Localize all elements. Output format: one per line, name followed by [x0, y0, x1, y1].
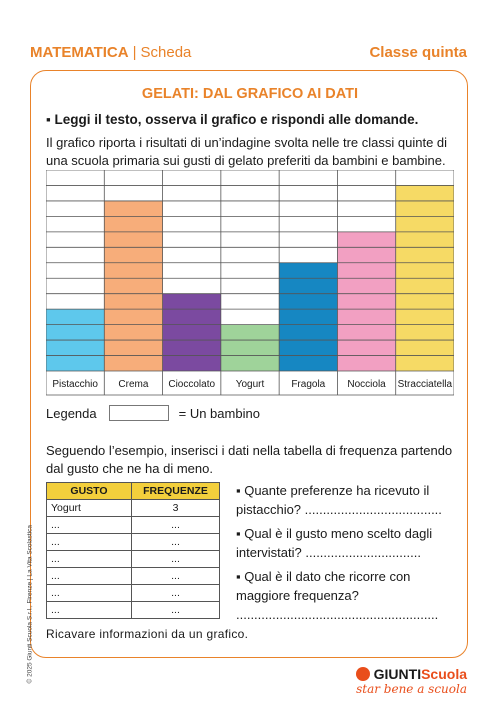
intro-paragraph: Il grafico riporta i risultati di un’ind… — [46, 135, 448, 168]
question-mode[interactable]: ▪ Qual è il dato che ricorre con maggior… — [236, 569, 439, 622]
worksheet-card — [30, 70, 468, 658]
category-label: Fragola — [291, 379, 325, 390]
copyright-text: © 2025 Giunti Scuola S.r.l., Firenze | L… — [26, 525, 34, 684]
table-row: ...... — [46, 533, 220, 551]
bar-nocciola — [337, 231, 396, 371]
task-paragraph: Seguendo l’esempio, inserisci i dati nel… — [46, 443, 453, 476]
category-label: Pistacchio — [52, 379, 98, 390]
category-label: Yogurt — [236, 379, 265, 390]
objective-text: Ricavare informazioni da un grafico. — [46, 627, 249, 641]
logo-wordmark: GIUNTI Scuola — [355, 666, 467, 682]
bar-crema — [104, 200, 163, 371]
logo-tagline: star bene a scuola — [356, 682, 467, 696]
frequency-table: GUSTO FREQUENZE Yogurt 3 ...... ...... ..… — [46, 482, 220, 619]
category-label: Cioccolato — [168, 379, 215, 390]
table-header-frequenze: FREQUENZE — [131, 482, 220, 500]
table-row: Yogurt 3 — [46, 499, 220, 517]
bar-yogurt — [220, 324, 280, 371]
legend-label: Legenda — [46, 405, 97, 421]
category-label: Nocciola — [347, 379, 386, 390]
sheet-type: Scheda — [140, 44, 192, 61]
logo-mark-icon — [355, 667, 370, 681]
table-row: ...... — [46, 567, 220, 585]
cell-frequency[interactable]: ... — [131, 533, 220, 551]
question-least-chosen[interactable]: ▪ Qual è il gusto meno scelto dagli inte… — [236, 526, 433, 560]
table-row: ...... — [46, 584, 220, 602]
cell-frequency[interactable]: ... — [131, 516, 220, 534]
cell-flavor[interactable]: ... — [46, 516, 132, 534]
grade-label: Classe quinta — [369, 44, 467, 61]
question-pistachio[interactable]: ▪ Quante preferenze ha ricevuto il pista… — [236, 483, 442, 517]
category-label: Crema — [118, 379, 148, 390]
cell-frequency[interactable]: ... — [131, 584, 220, 602]
bar-cioccolato — [162, 293, 221, 371]
header-subject: MATEMATICA | Scheda — [30, 44, 191, 61]
table-row: ...... — [46, 516, 220, 534]
cell-flavor[interactable]: ... — [46, 533, 132, 551]
worksheet-title: GELATI: DAL GRAFICO AI DATI — [141, 86, 359, 102]
legend-text: = Un bambino — [178, 405, 260, 421]
publisher-logo: GIUNTI Scuola star bene a scuola — [355, 666, 467, 696]
subject-label: MATEMATICA — [30, 44, 129, 61]
cell-frequency[interactable]: ... — [131, 567, 220, 585]
cell-frequency[interactable]: ... — [131, 601, 220, 619]
cell-flavor[interactable]: Yogurt — [46, 499, 132, 517]
instruction: ▪ Leggi il testo, osserva il grafico e r… — [46, 112, 419, 127]
logo-brand: GIUNTI — [373, 666, 422, 682]
cell-frequency[interactable]: ... — [131, 550, 220, 568]
header-separator: | — [132, 44, 137, 61]
legend-swatch — [108, 405, 169, 421]
cell-flavor[interactable]: ... — [46, 601, 132, 619]
logo-brand2: Scuola — [421, 666, 467, 682]
table-row: ...... — [46, 550, 220, 568]
cell-flavor[interactable]: ... — [46, 550, 132, 568]
category-label: Stracciatella — [398, 379, 453, 390]
bar-chart: Pistacchio Crema Cioccolato Yogurt Fragola No… — [46, 170, 454, 396]
table-header-gusto: GUSTO — [46, 482, 132, 500]
bar-fragola — [279, 262, 338, 371]
cell-flavor[interactable]: ... — [46, 567, 132, 585]
table-row: ...... — [46, 601, 220, 619]
legend: Legenda = Un bambino — [46, 405, 260, 421]
cell-flavor[interactable]: ... — [46, 584, 132, 602]
cell-frequency[interactable]: 3 — [131, 499, 220, 517]
